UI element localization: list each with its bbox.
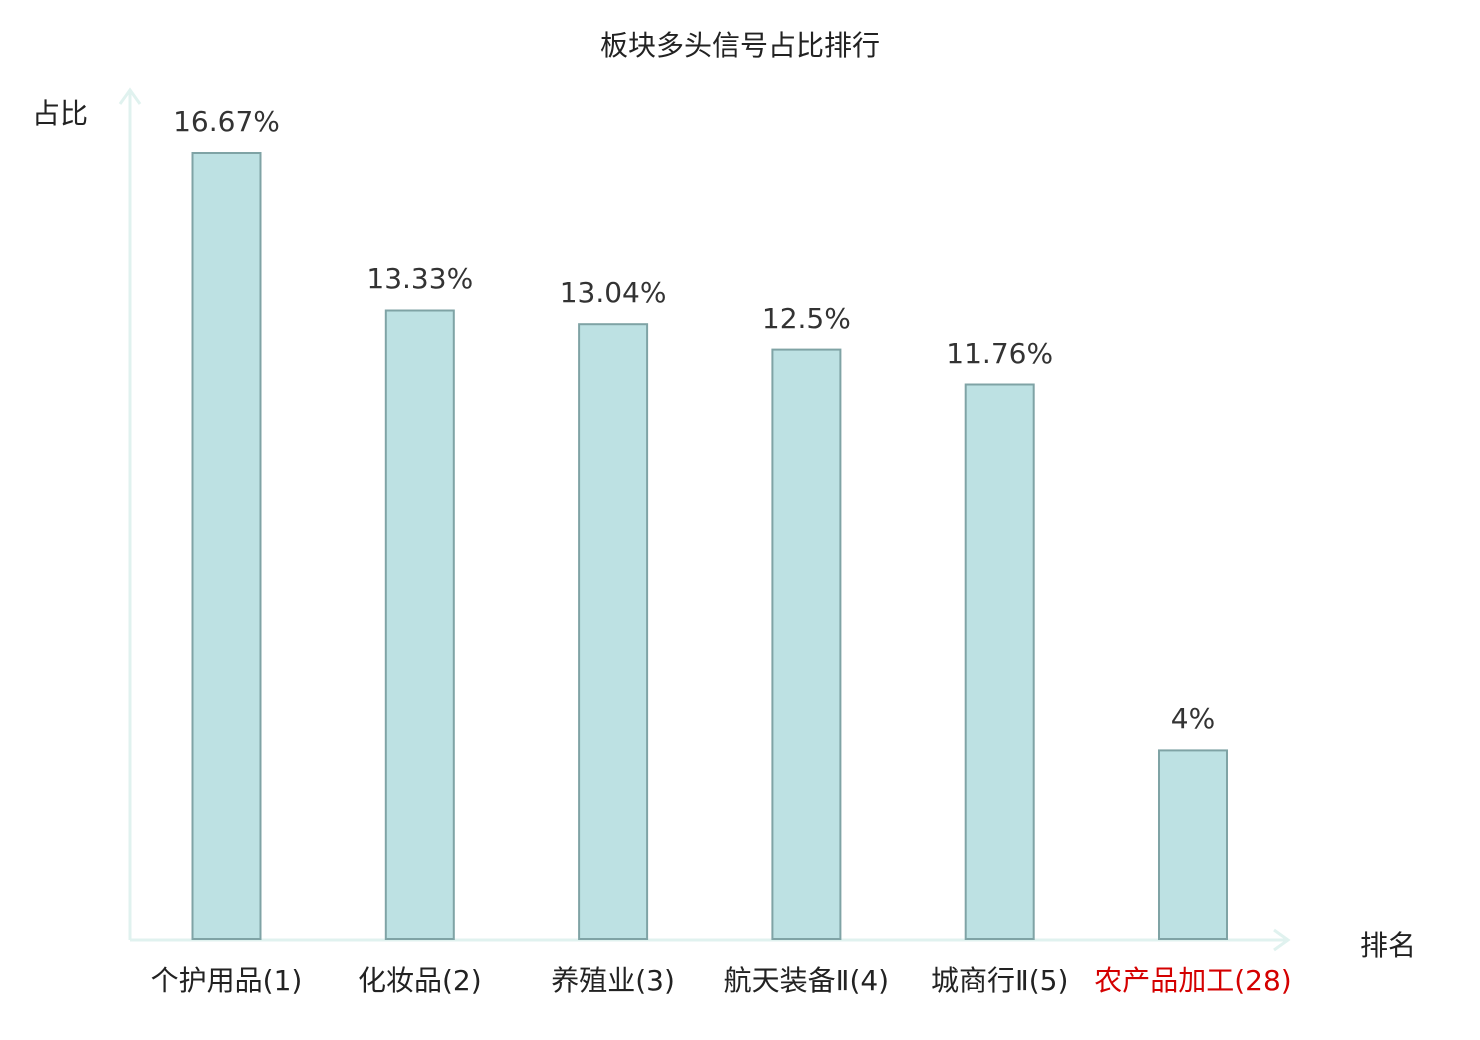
- category-label-6: 农产品加工(28): [1094, 964, 1292, 997]
- axes: [118, 87, 1291, 952]
- bar-4: [771, 348, 842, 941]
- value-label-1: 16.67%: [173, 105, 280, 138]
- y-axis-label: 占比: [32, 97, 89, 130]
- bar-6: [1158, 749, 1228, 941]
- category-label-2: 化妆品(2): [357, 964, 482, 997]
- bar-2: [384, 309, 455, 940]
- bar-3: [578, 323, 649, 940]
- x-axis-arrow: [1273, 928, 1291, 952]
- x-axis-label: 排名: [1360, 929, 1417, 962]
- chart-title: 板块多头信号占比排行: [599, 29, 880, 62]
- value-label-3: 13.04%: [559, 276, 667, 310]
- bars-group: [191, 152, 1228, 941]
- category-label-4: 航天装备Ⅱ(4): [723, 964, 890, 997]
- bar-1: [191, 152, 262, 940]
- category-label-1: 个护用品(1): [150, 964, 303, 997]
- value-label-6: 4%: [1170, 702, 1216, 736]
- value-label-2: 13.33%: [366, 262, 474, 296]
- value-label-4: 12.5%: [761, 301, 851, 335]
- y-axis-arrow: [118, 87, 142, 105]
- value-label-5: 11.76%: [946, 336, 1054, 370]
- bar-5: [964, 383, 1035, 940]
- category-label-5: 城商行Ⅱ(5): [930, 964, 1069, 997]
- category-label-3: 养殖业(3): [551, 964, 675, 997]
